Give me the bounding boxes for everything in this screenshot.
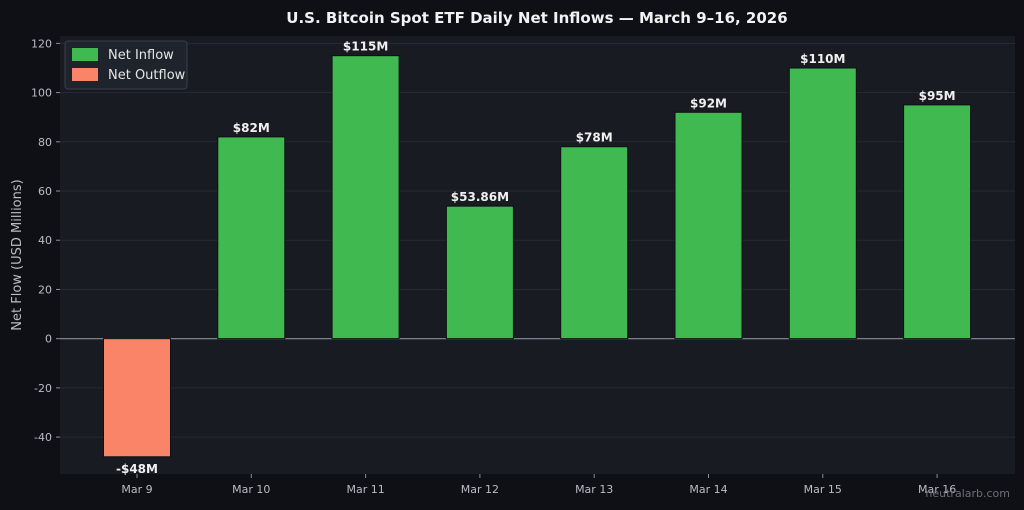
x-tick-label: Mar 14 (689, 483, 727, 496)
data-label: $110M (800, 52, 845, 66)
x-tick-label: Mar 12 (461, 483, 499, 496)
x-tick-label: Mar 13 (575, 483, 613, 496)
data-label: $95M (919, 89, 956, 103)
bar-inflow (674, 111, 743, 340)
chart-title: U.S. Bitcoin Spot ETF Daily Net Inflows … (286, 9, 787, 27)
y-tick-label: 100 (31, 87, 52, 100)
y-axis-label: Net Flow (USD Millions) (10, 179, 25, 330)
y-tick-label: -20 (34, 382, 52, 395)
bar-inflow (217, 136, 286, 340)
data-label: $53.86M (451, 190, 509, 204)
legend-label-inflow: Net Inflow (108, 48, 174, 63)
x-tick-label: Mar 16 (918, 483, 956, 496)
y-tick-label: 120 (31, 37, 52, 50)
data-label: $78M (576, 131, 613, 145)
bar-inflow (445, 205, 514, 340)
x-tick-label: Mar 9 (121, 483, 152, 496)
watermark: neutralarb.com (925, 487, 1010, 500)
bar-inflow (331, 55, 400, 340)
y-tick-label: -40 (34, 431, 52, 444)
data-label: $115M (343, 40, 388, 54)
data-label: -$48M (116, 462, 158, 476)
x-tick-label: Mar 11 (346, 483, 384, 496)
x-tick-label: Mar 15 (804, 483, 842, 496)
bar-outflow (103, 338, 171, 458)
data-label: $92M (690, 96, 727, 110)
bar-inflow (788, 67, 857, 340)
x-tick-label: Mar 10 (232, 483, 270, 496)
y-tick-label: 20 (38, 283, 52, 296)
legend-label-outflow: Net Outflow (108, 68, 186, 83)
x-tick-labels: Mar 9 Mar 10 Mar 11 Mar 12 Mar 13 Mar 14 Mar 1… (121, 474, 956, 496)
bar-inflow (903, 104, 972, 340)
legend: Net Inflow Net Outflow (64, 40, 188, 90)
y-tick-labels: -40 -20 0 20 40 60 80 100 120 (31, 37, 60, 444)
y-tick-label: 60 (38, 185, 52, 198)
legend-swatch-inflow (72, 48, 98, 61)
bars (103, 55, 972, 458)
y-tick-label: 0 (45, 333, 52, 346)
y-tick-label: 80 (38, 136, 52, 149)
bar-inflow (560, 146, 629, 340)
legend-swatch-outflow (72, 68, 98, 81)
data-label: $82M (233, 121, 270, 135)
data-labels: -$48M $82M $115M $53.86M $78M $92M $110M $95M (116, 40, 956, 476)
plot-area (60, 36, 1015, 474)
y-tick-label: 40 (38, 234, 52, 247)
